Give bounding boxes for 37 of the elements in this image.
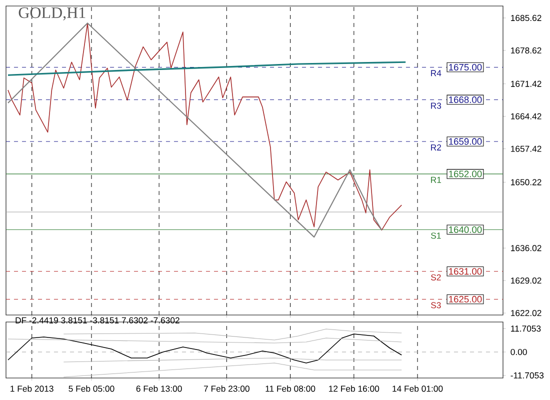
annotation: 1659.00 — [449, 138, 482, 145]
annotation: 1631.00 — [449, 268, 482, 275]
ref-line-label: S3 — [431, 302, 441, 308]
y-tick-label: 1685.62 — [511, 14, 542, 22]
y-tick-label: -11.7053 — [510, 372, 544, 378]
y-tick-label: 11.7053 — [511, 326, 541, 332]
ref-line-label: R2 — [431, 144, 441, 150]
annotation: 1652.00 — [449, 170, 482, 178]
line-series — [7, 61, 406, 76]
ref-line-label: S1 — [431, 232, 441, 239]
ref-line-label: R4 — [431, 70, 442, 76]
y-tick-label: 1664.42 — [511, 113, 542, 120]
x-tick-label: 11 Feb 08:00 — [266, 385, 316, 392]
x-tick-label: 5 Feb 05:00 — [68, 385, 114, 392]
y-tick-label: 1678.62 — [511, 47, 542, 54]
y-tick-label: 1636.02 — [511, 245, 542, 252]
annotation: 1668.00 — [449, 96, 482, 104]
y-tick-label: 1657.42 — [511, 146, 542, 152]
ref-line-label: R3 — [431, 102, 442, 109]
chart-title: DF -2.4419 3.8151 -3.8151 7.6302 -7.6302 — [16, 317, 180, 324]
annotation: 1640.00 — [449, 226, 482, 233]
x-tick-label: 12 Feb 16:00 — [329, 385, 380, 392]
y-tick-label: 1622.02 — [511, 310, 542, 316]
x-tick-label: 14 Feb 01:00 — [392, 385, 443, 392]
y-tick-label: 1671.42 — [511, 80, 542, 87]
ref-line-label: S2 — [431, 274, 441, 280]
line-series — [63, 328, 402, 340]
y-tick-label: 1629.02 — [511, 278, 542, 284]
x-tick-label: 1 Feb 2013 — [10, 385, 54, 392]
ref-line-label: R1 — [431, 176, 442, 183]
annotation: 1675.00 — [449, 64, 482, 71]
x-tick-label: 6 Feb 13:00 — [136, 385, 182, 392]
annotation: 1625.00 — [449, 296, 482, 303]
y-tick-label: 0.00 — [510, 348, 527, 356]
y-tick-label: 1650.22 — [511, 179, 542, 186]
chart-title: GOLD,H1 — [18, 7, 86, 20]
x-tick-label: 7 Feb 23:00 — [204, 385, 250, 392]
